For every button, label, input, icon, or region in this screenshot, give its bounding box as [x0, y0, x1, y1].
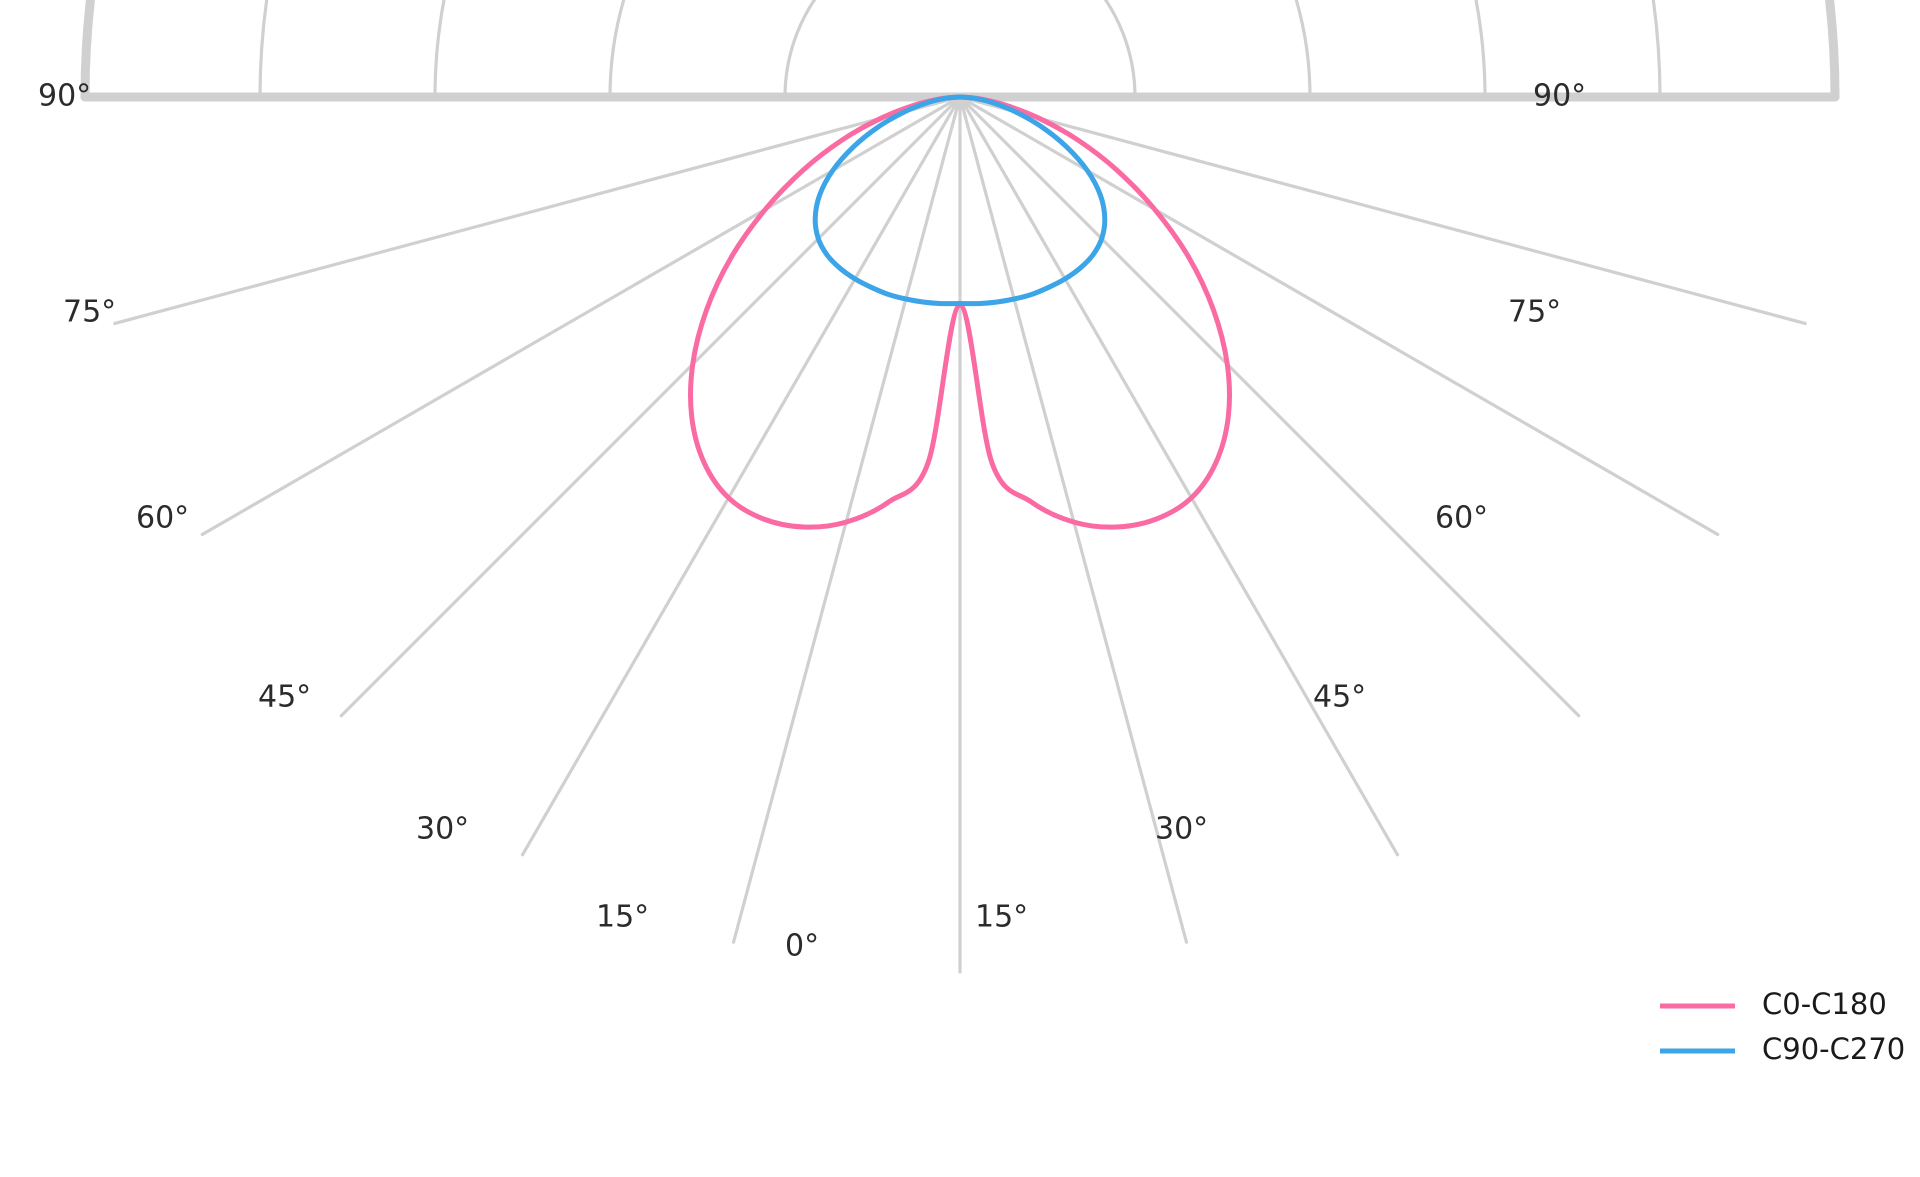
data-series-group: [688, 94, 1232, 530]
angle-label-left-90deg: 90°: [38, 79, 91, 114]
legend-label-c0-c180: C0-C180: [1762, 987, 1887, 1021]
angle-label-left-75deg: 75°: [63, 295, 116, 330]
angular-gridline-75: [958, 95, 1807, 326]
axis-label-group: 90° 75° 60° 45° 30° 15° 0° 15° 30° 45° 60° 75° 90°: [38, 79, 1586, 964]
angle-label-right-75deg: 75°: [1508, 295, 1561, 330]
angle-label-left-60deg: 60°: [136, 501, 189, 536]
radial-gridline-20: [783, 0, 1137, 99]
angle-label-right-15deg: 15°: [975, 900, 1028, 935]
angle-label-right-30deg: 30°: [1155, 812, 1208, 847]
angle-label-left-30deg: 30°: [416, 812, 469, 847]
angular-gridline--30: [520, 95, 962, 857]
angle-label-left-45deg: 45°: [258, 680, 311, 715]
radial-gridlines: [258, 0, 1662, 99]
angle-label-right-45deg: 45°: [1313, 680, 1366, 715]
angular-gridline--45: [339, 95, 962, 718]
angle-label-nadir: 0°: [785, 929, 819, 964]
angular-gridline-30: [958, 95, 1400, 857]
angular-gridline-45: [958, 95, 1581, 718]
angular-gridline--75: [113, 95, 962, 326]
chart-legend: C0-C180 C90-C270: [1660, 987, 1905, 1066]
angle-label-right-90deg: 90°: [1533, 79, 1586, 114]
series-curve-c90-c270: [812, 94, 1108, 307]
angle-label-right-60deg: 60°: [1435, 501, 1488, 536]
angle-label-left-15deg: 15°: [596, 900, 649, 935]
legend-label-c90-c270: C90-C270: [1762, 1032, 1905, 1066]
